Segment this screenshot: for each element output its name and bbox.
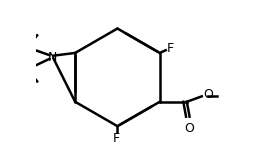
Text: F: F xyxy=(167,42,174,55)
Text: O: O xyxy=(203,88,213,102)
Text: F: F xyxy=(112,132,120,145)
Text: O: O xyxy=(185,122,194,135)
Text: N: N xyxy=(47,50,57,64)
